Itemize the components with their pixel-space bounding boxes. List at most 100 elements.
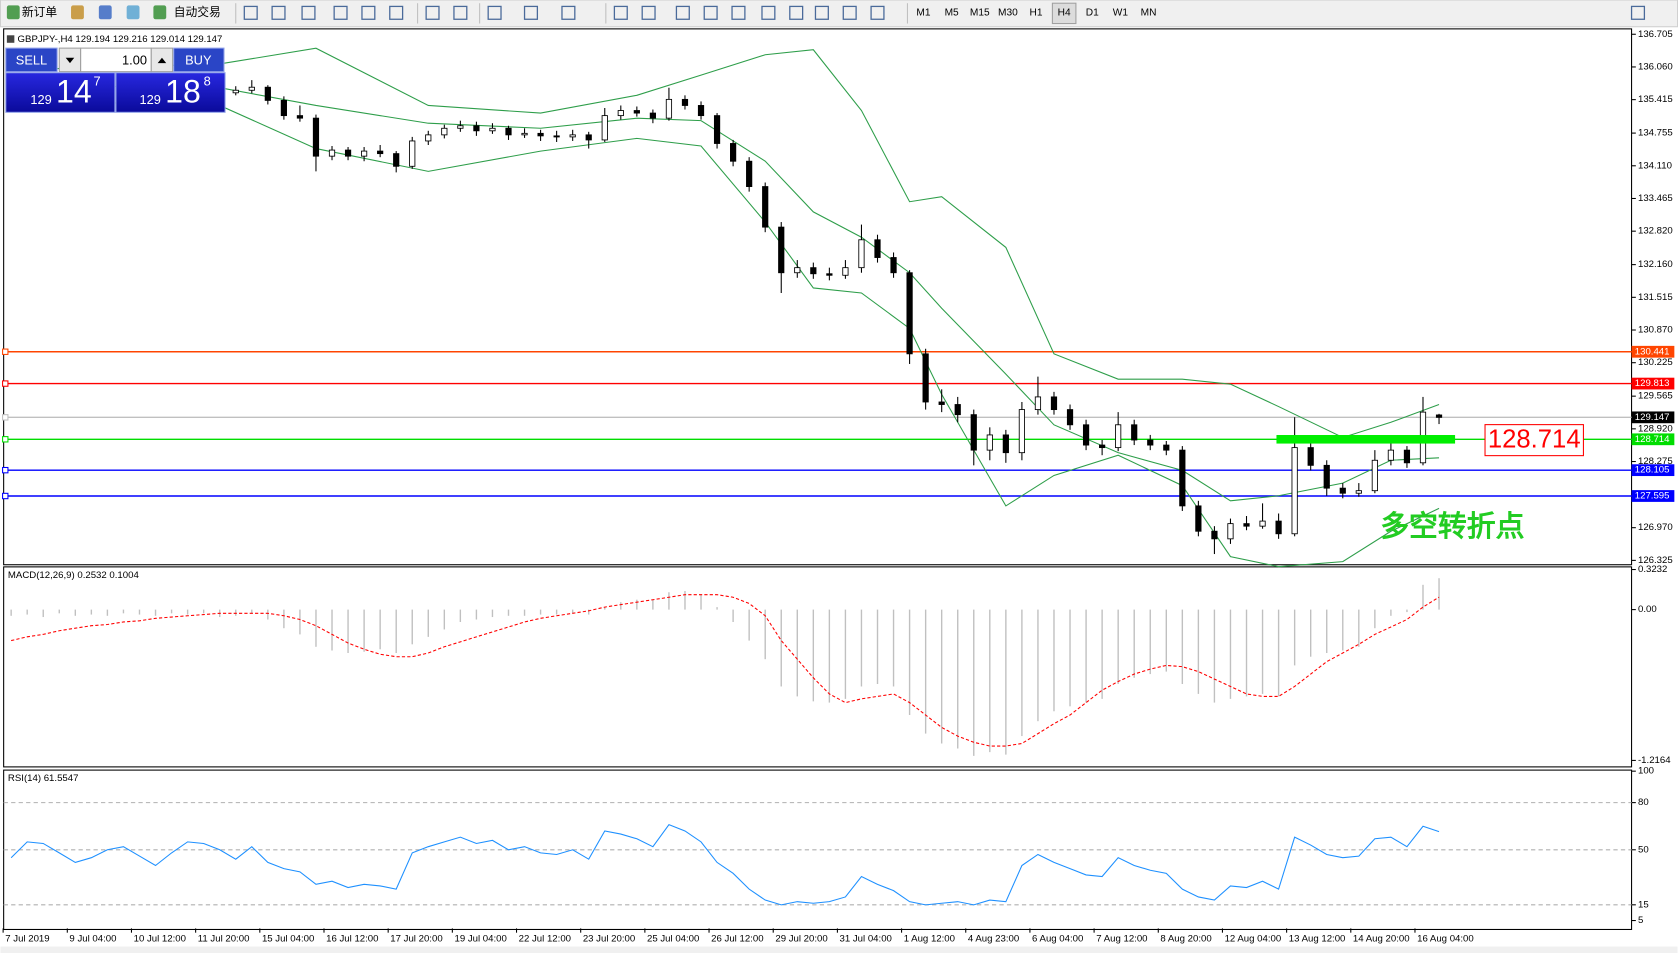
timeframe-active-bg [1051,2,1077,25]
candle-body [280,99,287,117]
y-tick-label: 129.565 [1638,391,1673,402]
buy-price-box[interactable] [115,72,226,113]
candle-body [810,267,817,275]
timeframe-button[interactable]: D1 [1086,8,1099,19]
toolbar-icon[interactable] [6,5,20,20]
toolbar-icon[interactable] [425,5,440,20]
toolbar-icon[interactable] [613,5,628,20]
candle-body [1115,424,1122,449]
candle-body [1018,409,1026,454]
sell-price-big: 129 [30,92,51,107]
sell-button[interactable] [5,47,58,73]
toolbar-icon[interactable] [333,5,348,20]
y-tick-label: 136.060 [1638,61,1673,72]
price-level-handle [2,466,9,474]
toolbar-icon[interactable] [675,5,690,20]
y-tick-label: 5 [1638,915,1643,926]
toolbar-icon[interactable] [71,5,84,20]
timeframe-button[interactable]: H4 [1058,8,1071,19]
toolbar-icon[interactable] [789,5,804,20]
candle-body [409,140,416,167]
new-order-button[interactable]: 新订单 [22,5,57,19]
candle-body [521,132,528,136]
candle-body [794,267,801,274]
candle-body [1307,447,1314,466]
candle-body [425,134,432,142]
toolbar-icon[interactable] [243,5,258,20]
price-level-tag-label: 128.714 [1635,434,1670,445]
toolbar-icon[interactable] [98,5,112,20]
candle-body [1066,409,1074,426]
timeframe-button[interactable]: M1 [916,8,930,19]
toolbar-icon[interactable] [153,5,167,20]
x-tick-label: 16 Aug 04:00 [1417,934,1474,945]
toolbar-icon[interactable] [301,5,316,20]
candle-body [665,98,673,119]
toolbar-icon[interactable] [487,5,502,20]
candle-body [826,273,833,276]
sell-label[interactable]: SELL [16,52,47,67]
x-tick-label: 19 Jul 04:00 [454,934,506,945]
overlay: SELL 1.00 BUY 129 14 7 129 18 8 [5,47,226,113]
buy-button[interactable] [173,47,225,73]
price-level-tag-label: 128.105 [1635,465,1670,476]
y-tick-label: 15 [1638,899,1649,910]
candle-body [489,127,496,132]
y-tick-label: 80 [1638,797,1649,808]
sell-price-box[interactable] [5,72,116,113]
x-tick-label: 26 Jul 12:00 [711,934,763,945]
lots-value[interactable]: 1.00 [122,52,147,67]
x-tick-label: 17 Jul 20:00 [390,934,442,945]
status-strip [0,946,1678,953]
toolbar-bg [0,0,1678,28]
candle-body [457,125,464,129]
x-tick-label: 1 Aug 12:00 [904,934,955,945]
toolbar-icon[interactable] [703,5,718,20]
toolbar-icon[interactable] [842,5,857,20]
candle-body [537,132,544,137]
toolbar-icon[interactable] [361,5,376,20]
candle-body [762,186,769,228]
timeframe-button[interactable]: M5 [945,8,959,19]
indicator-title: MACD(12,26,9) 0.2532 0.1004 [8,570,140,581]
buy-label[interactable]: BUY [185,52,212,67]
chart-title: GBPJPY-,H4 129.194 129.216 129.014 129.1… [18,34,223,45]
y-tick-label: 100 [1638,766,1654,777]
timeframe-button[interactable]: MN [1141,8,1157,19]
y-tick-label: 134.755 [1638,128,1673,139]
candle-body [681,98,689,106]
toolbar-icon[interactable] [389,5,404,20]
up-arrow [157,57,167,64]
toolbar-icon[interactable] [271,5,286,20]
toolbar-icon[interactable] [561,5,576,20]
timeframe-button[interactable]: W1 [1113,8,1129,19]
candle-body [1002,434,1009,454]
toolbar-icon[interactable] [870,5,885,20]
timeframe-button[interactable]: H1 [1030,8,1043,19]
timeframe-button[interactable]: M15 [970,8,990,19]
x-tick-label: 12 Aug 04:00 [1225,934,1282,945]
toolbar-icon[interactable] [453,5,468,20]
candle-body [1387,449,1395,461]
price-level-tag [1631,433,1675,446]
toolbar-icon[interactable] [641,5,656,20]
y-tick-label: 132.160 [1638,259,1673,270]
panel-frame [3,566,1633,768]
level-callout-box [1484,424,1584,457]
toolbar-icon[interactable] [126,5,140,20]
rsi-line [10,824,1440,906]
x-tick-label: 15 Jul 04:00 [262,934,314,945]
timeframe-button[interactable]: M30 [998,8,1018,19]
auto-trading-button[interactable]: 自动交易 [174,5,221,19]
indicator-title: RSI(14) 61.5547 [8,773,79,784]
candle-body [1371,459,1378,492]
candle-body [441,127,448,136]
toolbar-icon[interactable] [814,5,829,20]
candle-body [922,353,929,403]
toolbar-icon[interactable] [523,5,539,20]
toolbar-icon[interactable] [1630,5,1646,20]
toolbar-icon[interactable] [761,5,776,20]
toolbar-icon[interactable] [731,5,746,20]
